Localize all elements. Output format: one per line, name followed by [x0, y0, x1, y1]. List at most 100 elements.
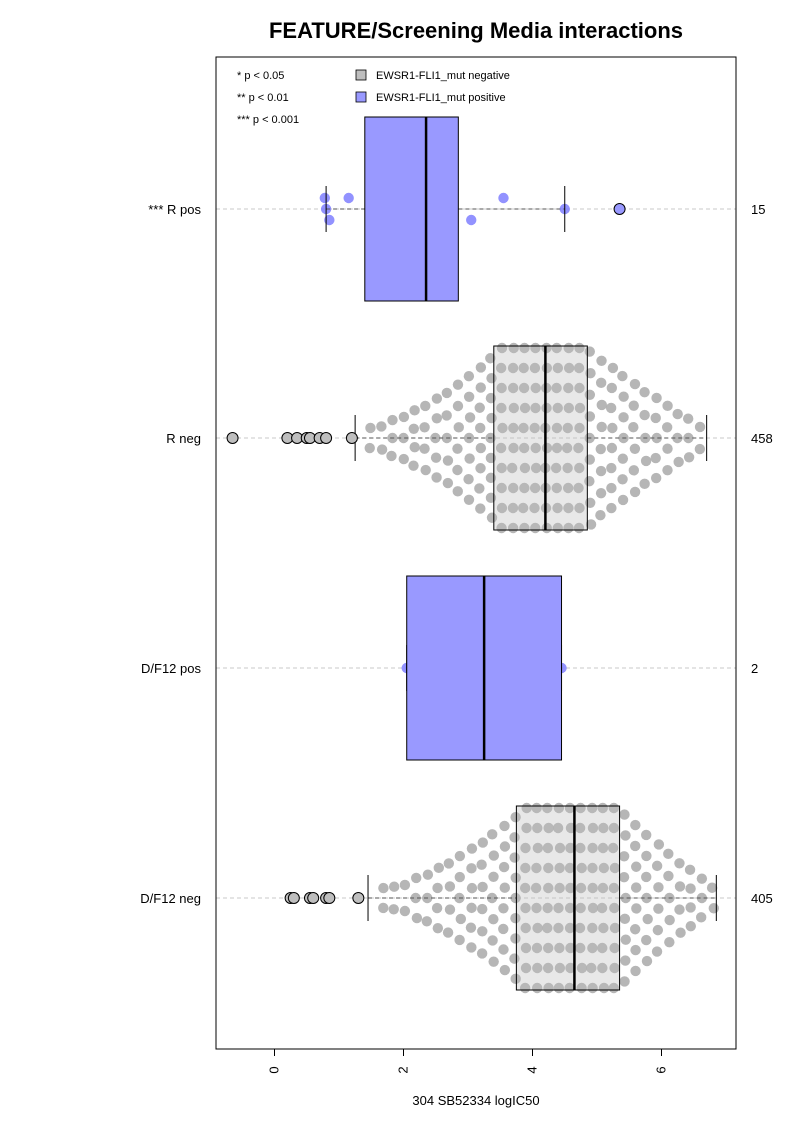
swarm-point-3-10-0 [486, 829, 498, 840]
swarm-point-1-12-0 [496, 342, 508, 354]
swarm-point-1-21-7 [595, 510, 606, 521]
swarm-point-1-0-1 [364, 442, 375, 454]
swarm-point-1-14-3 [519, 402, 531, 414]
swarm-point-1-11-8 [486, 512, 498, 523]
swarm-point-3-23-5 [629, 924, 641, 935]
swarm-point-3-15-0 [542, 802, 553, 814]
swarm-point-1-2-0 [387, 414, 398, 426]
swarm-point-1-18-8 [563, 502, 574, 514]
swarm-point-1-7-0 [441, 387, 453, 399]
swarm-point-3-25-1 [651, 860, 663, 872]
swarm-point-1-4-0 [409, 405, 420, 416]
swarm-point-3-14-8 [532, 962, 543, 974]
swarm-point-1-30-0 [694, 421, 706, 433]
swarm-point-3-14-6 [532, 922, 543, 934]
swarm-point-3-20-2 [597, 842, 609, 854]
swarm-point-1-27-3 [662, 464, 673, 476]
swarm-point-3-12-0 [510, 811, 521, 823]
swarm-point-3-18-3 [576, 862, 587, 874]
swarm-point-3-13-0 [521, 802, 532, 814]
swarm-point-3-12-1 [509, 832, 520, 843]
swarm-point-3-14-3 [531, 862, 542, 874]
swarm-point-3-18-0 [575, 802, 586, 814]
swarm-point-3-16-8 [554, 962, 566, 974]
swarm-point-3-16-0 [553, 802, 565, 814]
swarm-point-3-16-7 [554, 942, 565, 954]
swarm-point-3-15-6 [542, 922, 553, 934]
swarm-point-1-8-4 [452, 464, 463, 476]
swarm-point-1-18-4 [562, 422, 573, 434]
swarm-point-1-13-7 [508, 482, 519, 494]
x-tick-label-1: 2 [396, 1066, 411, 1073]
swarm-point-3-15-1 [543, 822, 554, 834]
swarm-point-1-15-9 [530, 522, 541, 534]
swarm-point-3-15-5 [542, 902, 553, 914]
swarm-point-1-17-4 [551, 422, 563, 434]
swarm-point-3-22-2 [618, 851, 630, 862]
swarm-point-1-26-3 [650, 452, 661, 464]
swarm-point-3-6-3 [442, 927, 454, 938]
swarm-point-3-25-2 [653, 882, 664, 893]
swarm-point-3-23-1 [629, 840, 641, 852]
swarm-point-1-28-0 [672, 408, 683, 420]
swarm-point-3-14-1 [532, 822, 543, 834]
sig-legend-1: * p < 0.05 [237, 70, 284, 82]
swarm-point-1-21-0 [596, 355, 607, 366]
outlier-points [226, 203, 626, 904]
swarm-point-3-11-0 [499, 820, 510, 832]
swarm-point-1-15-5 [530, 442, 541, 454]
outlier-point-1-6 [320, 432, 333, 444]
swarm-point-3-30-1 [708, 903, 720, 914]
swarm-point-3-18-8 [576, 962, 588, 974]
swarm-point-3-19-9 [587, 982, 598, 994]
data-point-0-0 [319, 192, 331, 204]
legend-swatch-positive [355, 91, 367, 103]
swarm-point-3-22-8 [619, 976, 630, 987]
x-tick-label-0: 0 [267, 1066, 282, 1073]
swarm-point-1-13-5 [508, 442, 519, 454]
swarm-point-1-25-1 [639, 409, 650, 421]
swarm-point-3-22-5 [619, 913, 631, 925]
swarm-point-3-16-3 [554, 862, 565, 874]
swarm-point-3-8-1 [466, 863, 477, 874]
count-label-3: 405 [751, 891, 773, 906]
swarm-point-1-15-6 [530, 462, 542, 474]
swarm-point-3-7-3 [455, 913, 467, 925]
swarm-point-3-13-9 [519, 982, 531, 994]
x-tick-label-3: 6 [654, 1066, 669, 1073]
swarm-point-3-19-7 [587, 942, 598, 954]
swarm-point-3-4-0 [422, 869, 434, 880]
swarm-point-3-12-8 [510, 973, 521, 985]
swarm-point-1-9-0 [463, 371, 475, 382]
swarm-point-1-8-0 [452, 379, 464, 390]
swarm-point-1-22-5 [606, 462, 617, 474]
swarm-point-1-13-4 [508, 422, 519, 434]
swarm-point-3-22-7 [620, 955, 631, 966]
swarm-point-3-29-0 [696, 873, 708, 884]
significance-legend: * p < 0.05 ** p < 0.01 *** p < 0.001 [237, 70, 299, 126]
swarm-point-1-22-7 [606, 502, 617, 514]
swarm-point-3-26-1 [663, 870, 674, 882]
swarm-point-3-11-4 [498, 903, 509, 914]
swarm-point-1-14-2 [518, 382, 530, 394]
swarm-point-3-11-2 [498, 861, 510, 873]
swarm-point-1-18-6 [562, 462, 573, 474]
swarm-point-1-10-4 [475, 442, 487, 454]
swarm-point-3-16-4 [554, 882, 565, 894]
swarm-point-1-17-6 [550, 462, 562, 474]
swarm-point-3-21-1 [608, 822, 620, 834]
swarm-point-1-7-3 [442, 455, 454, 466]
swarm-point-3-21-2 [607, 842, 619, 854]
swarm-point-1-5-2 [419, 443, 430, 454]
box-1 [493, 345, 588, 531]
swarm-point-1-22-6 [606, 482, 617, 494]
swarm-point-3-15-9 [543, 982, 554, 994]
swarm-point-1-18-9 [563, 522, 574, 534]
swarm-point-3-8-5 [466, 942, 477, 953]
outlier-point-1-0 [226, 432, 239, 444]
swarm-point-1-13-9 [507, 522, 519, 534]
swarm-point-3-20-8 [597, 962, 608, 974]
category-label-3: D/F12 neg [140, 891, 201, 906]
swarm-point-1-17-5 [551, 442, 563, 454]
swarm-point-1-18-0 [563, 342, 574, 354]
